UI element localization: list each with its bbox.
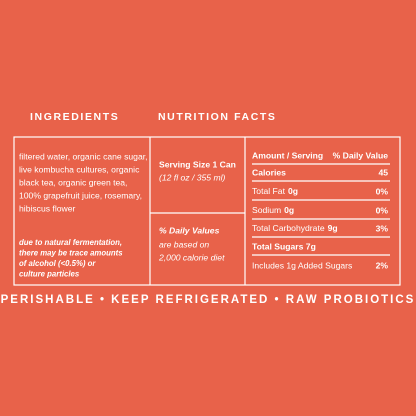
- nutrient-amount: 0g: [288, 186, 298, 196]
- nutrient-row: Total Fat 0g: [252, 186, 298, 196]
- nutrient-row: Total Carbohydrate 9g: [252, 223, 338, 233]
- calories-value: 45: [378, 167, 388, 177]
- ingredient-line: black tea, organic green tea,: [19, 177, 127, 187]
- daily-values-line: are based on: [159, 239, 209, 249]
- total-sugars: Total Sugars 7g: [252, 241, 316, 251]
- calories-label: Calories: [252, 167, 286, 177]
- nutrition-heading: NUTRITION FACTS: [158, 111, 277, 123]
- note-line: culture particles: [19, 270, 80, 279]
- ingredient-line: 100% grapefruit juice, rosemary,: [19, 190, 142, 200]
- note-line: there may be trace amounts: [19, 249, 123, 258]
- panel-border: [13, 136, 401, 286]
- nutrient-dv: 2%: [376, 260, 389, 270]
- added-sugars: Includes 1g Added Sugars: [252, 260, 352, 270]
- daily-values-title: % Daily Values: [159, 225, 220, 235]
- serving-size: Serving Size 1 Can: [159, 159, 236, 169]
- nutrient-dv: 0%: [376, 186, 389, 196]
- nutrient-label: Total Fat: [252, 186, 286, 196]
- nutrient-dv: 0%: [376, 205, 389, 215]
- dv-header: % Daily Value: [333, 150, 389, 160]
- daily-values-line: 2,000 calorie diet: [158, 252, 225, 262]
- nutrient-amount: 0g: [284, 205, 294, 215]
- nutrient-label: Total Carbohydrate: [252, 223, 325, 233]
- ingredient-line: hibiscus flower: [19, 203, 75, 213]
- serving-volume: (12 fl oz / 355 ml): [159, 172, 226, 182]
- footer: PERISHABLE • KEEP REFRIGERATED • RAW PRO…: [1, 294, 416, 306]
- fermentation-note: due to natural fermentation, there may be…: [19, 238, 123, 279]
- nutrient-dv: 3%: [376, 223, 389, 233]
- ingredient-line: filtered water, organic cane sugar,: [19, 151, 148, 161]
- nutrient-row: Sodium 0g: [252, 205, 294, 215]
- note-line: due to natural fermentation,: [19, 238, 122, 247]
- note-line: of alcohol (<0.5%) or: [19, 259, 96, 268]
- ingredients-heading: INGREDIENTS: [30, 111, 119, 123]
- nutrient-amount: 9g: [328, 223, 338, 233]
- ingredient-line: live kombucha cultures, organic: [19, 164, 140, 174]
- amount-header: Amount / Serving: [252, 150, 323, 160]
- nutrient-label: Sodium: [252, 205, 281, 215]
- ingredients-list: filtered water, organic cane sugar, live …: [19, 151, 148, 213]
